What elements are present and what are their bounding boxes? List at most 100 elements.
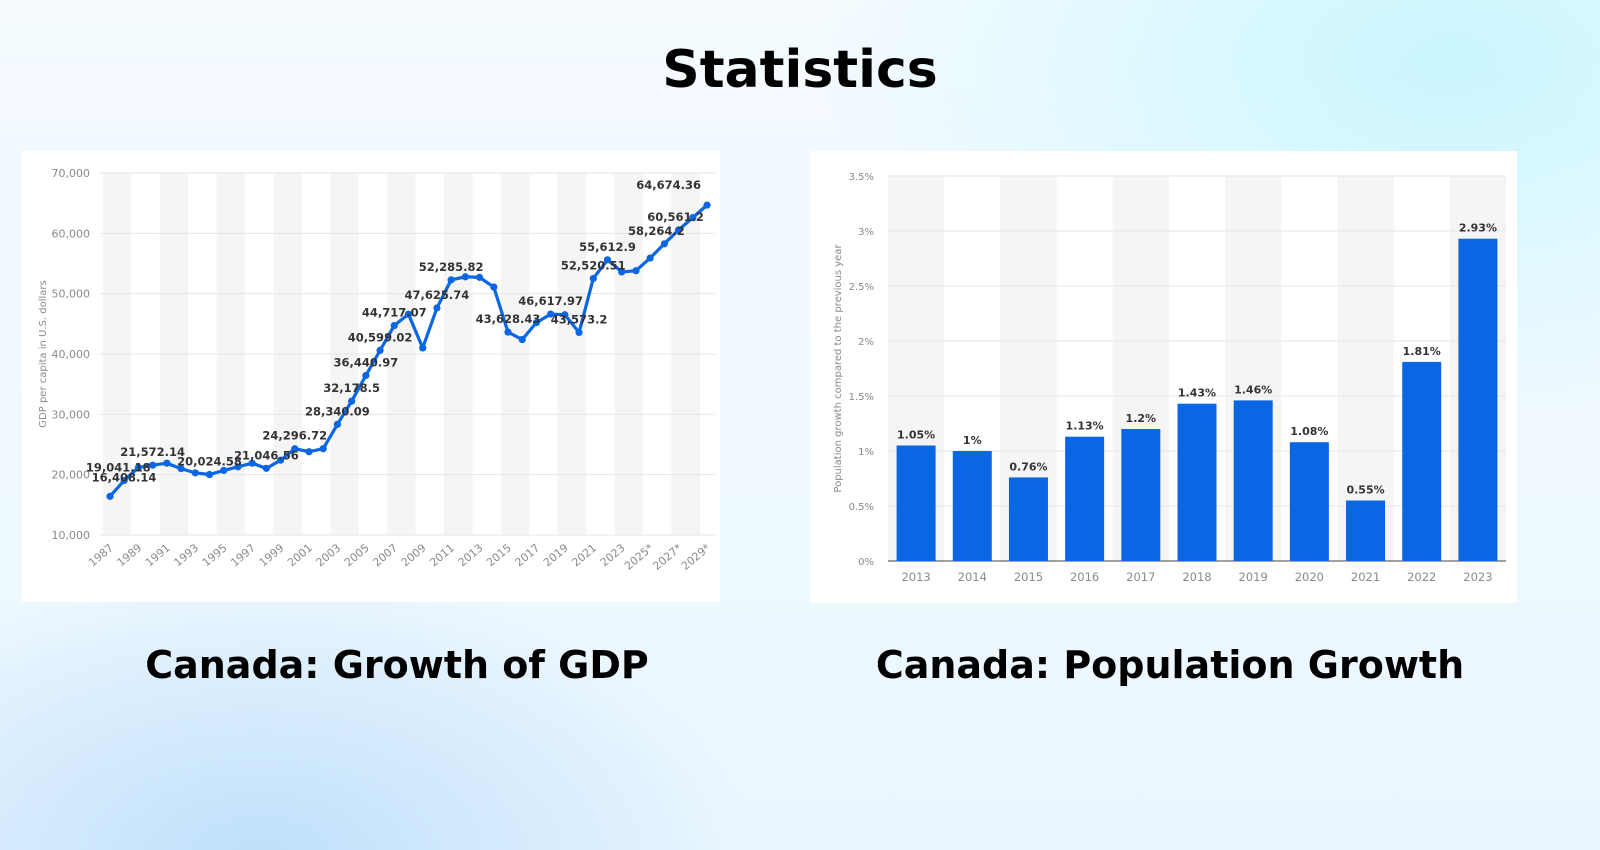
pop-value-label: 1% [963,434,982,447]
pop-value-label: 0.55% [1346,484,1384,497]
gdp-x-tick-label: 1997 [228,541,258,569]
gdp-data-point [177,465,185,473]
pop-value-label: 1.2% [1126,412,1157,425]
gdp-data-point [134,463,143,472]
pop-band [1337,176,1394,561]
gdp-x-tick-label: 1989 [115,541,145,569]
gdp-data-label: 43,573.2 [551,312,608,326]
gdp-data-point [120,476,128,485]
gdp-data-label: 60,561.2 [647,210,704,224]
gdp-y-tick-label: 30,000 [52,408,91,421]
pop-x-tick-label: 2016 [1070,570,1099,584]
gdp-y-tick-label: 50,000 [52,288,91,301]
gdp-y-tick-label: 20,000 [52,469,91,482]
pop-value-label: 0.76% [1009,460,1047,473]
pop-x-tick-label: 2015 [1014,570,1043,584]
gdp-data-point [575,328,583,337]
gdp-data-point [390,321,398,330]
pop-bar [1233,400,1273,561]
gdp-data-point [475,273,484,281]
gdp-data-point [319,445,327,453]
pop-y-axis-title: Population growth compared to the previo… [833,244,844,493]
gdp-line-chart: 70,000 60,000 50,000 40,000 30,000 20,000 10,0… [38,167,715,573]
gdp-data-point [106,492,114,500]
gdp-x-tick-label: 1991 [143,541,173,569]
gdp-data-point [220,466,228,475]
pop-bar [1402,361,1442,561]
gdp-data-label: 64,674.36 [636,178,701,192]
gdp-data-point [490,283,498,291]
gdp-data-point [518,335,526,344]
gdp-data-label: 20,024.58 [177,455,242,469]
gdp-y-tick-label: 70,000 [52,167,91,180]
pop-x-tick-label: 2020 [1295,570,1324,584]
gdp-data-point [205,470,214,479]
gdp-y-tick-label: 60,000 [52,227,91,240]
pop-bar [952,451,992,561]
gdp-data-label: 52,285.82 [419,260,484,274]
gdp-x-tick-label: 2029* [679,541,713,573]
gdp-chart-panel: 70,000 60,000 50,000 40,000 30,000 20,000 10,0… [22,151,720,602]
gdp-data-point [248,459,256,467]
gdp-data-label: 55,612.9 [579,240,636,254]
gdp-x-tick-label: 2025* [622,541,656,573]
pop-bar [1065,436,1105,561]
pop-y-tick-label: 2% [858,337,874,348]
gdp-data-point [689,214,697,222]
population-chart-caption: Canada: Population Growth [875,643,1465,687]
gdp-data-label: 43,628.43 [476,312,541,326]
page-title: Statistics [662,40,938,100]
gdp-data-label: 36,440.97 [333,355,398,369]
pop-bar [1008,477,1048,561]
gdp-data-point [433,304,441,312]
gdp-data-label: 24,296.72 [262,429,327,443]
pop-x-tick-label: 2014 [958,570,987,584]
gdp-x-tick-label: 2013 [456,541,486,569]
gdp-data-point [348,397,356,405]
gdp-data-label: 44,717.07 [362,306,427,320]
gdp-data-label: 32,178.5 [323,381,380,395]
gdp-data-point [646,254,654,262]
gdp-data-point [618,268,626,276]
population-bar-chart: 3.5% 3% 2.5% 2% 1.5% 1% 0.5% 0% Population growt… [833,172,1506,584]
gdp-x-tick-label: 1987 [86,541,116,569]
gdp-data-point [674,226,683,234]
gdp-data-label: 16,408.14 [92,470,157,484]
gdp-data-point [632,267,640,275]
gdp-x-tick-label: 1995 [200,541,230,569]
gdp-x-tick-label: 2001 [285,541,315,569]
gdp-data-label: 21,046.56 [234,448,299,462]
pop-value-label: 1.05% [897,429,935,442]
pop-x-tick-label: 2019 [1239,570,1268,584]
gdp-x-tick-label: 1993 [171,541,201,569]
gdp-data-point [191,469,199,477]
gdp-y-tick-label: 40,000 [52,348,91,361]
pop-x-tick-label: 2013 [901,570,930,584]
gdp-data-point [532,319,541,327]
pop-value-label: 2.93% [1459,222,1497,235]
gdp-data-point [547,310,555,318]
pop-y-tick-label: 1.5% [849,392,874,403]
pop-y-tick-label: 0% [858,557,874,568]
gdp-x-tick-label: 2015 [484,541,514,569]
pop-bar [1177,403,1217,561]
gdp-x-tick-label: 2009 [399,541,429,569]
gdp-data-point [589,274,597,283]
gdp-data-point [234,463,242,471]
gdp-x-tick-label: 2017 [513,541,543,569]
pop-x-tick-label: 2017 [1126,570,1155,584]
gdp-data-point [291,445,299,453]
gdp-y-tick-label: 10,000 [52,529,91,542]
gdp-data-label: 21,572.14 [120,445,185,459]
gdp-x-tick-label: 2011 [427,541,457,569]
gdp-data-point [504,328,512,336]
gdp-x-tick-label: 2007 [370,541,400,569]
pop-y-tick-label: 3.5% [849,172,874,183]
gdp-data-label: 28,340.09 [305,404,370,418]
gdp-data-point [561,311,569,319]
pop-value-label: 1.08% [1290,425,1328,438]
gdp-x-tick-label: 2005 [342,541,372,569]
pop-y-tick-label: 0.5% [849,502,874,513]
pop-y-tick-label: 3% [858,227,874,238]
gdp-y-axis-title: GDP per capita in U.S. dollars [38,280,49,427]
